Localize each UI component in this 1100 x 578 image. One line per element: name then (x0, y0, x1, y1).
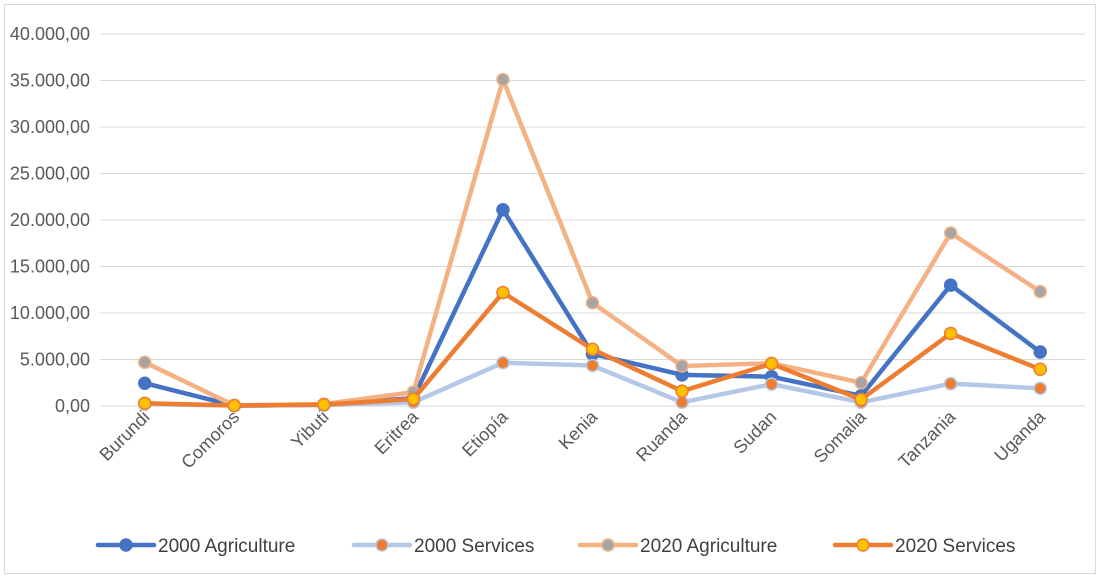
data-point (138, 376, 152, 390)
x-tick-label: Kenia (555, 406, 602, 453)
x-axis: Burundi Comoros Yibuti Eritrea Etiopía Kenia R… (96, 406, 1050, 472)
y-tick-label: 30.000,00 (10, 117, 90, 137)
y-tick-label: 5.000,00 (20, 350, 90, 370)
data-point (1033, 345, 1047, 359)
legend: 2000 Agriculture 2000 Services 2020 Agricu… (95, 536, 1015, 557)
legend-label: 2000 Agriculture (158, 536, 295, 557)
data-point (943, 376, 958, 391)
legend-label: 2020 Agriculture (640, 536, 777, 557)
x-tick-label: Burundi (96, 407, 154, 465)
y-axis: 0,00 5.000,00 10.000,00 15.000,00 20.000,00 2… (10, 24, 90, 416)
x-tick-label: Eritrea (371, 406, 423, 458)
legend-item: 2020 Services (832, 536, 1015, 557)
data-point (764, 377, 779, 391)
data-point (854, 376, 868, 390)
x-tick-label: Uganda (990, 406, 1049, 465)
x-tick-label: Somalia (810, 406, 871, 467)
legend-item: 2000 Agriculture (95, 536, 295, 557)
legend-swatch-marker (119, 538, 133, 552)
legend-item: 2000 Services (351, 536, 534, 557)
y-tick-label: 10.000,00 (10, 303, 90, 323)
x-tick-label: Ruanda (632, 406, 691, 465)
data-point (227, 398, 242, 413)
data-point (496, 285, 510, 300)
data-point (1033, 362, 1047, 377)
data-point (675, 384, 689, 398)
x-tick-label: Comoros (177, 407, 243, 473)
data-point (138, 396, 152, 410)
y-tick-label: 35.000,00 (10, 71, 90, 91)
data-point (854, 392, 868, 407)
series-3 (138, 285, 1047, 413)
legend-swatch-marker (856, 538, 870, 552)
data-point (764, 356, 779, 371)
data-point (943, 226, 958, 240)
y-tick-label: 15.000,00 (10, 257, 90, 277)
data-point (496, 356, 510, 370)
series-layer (138, 72, 1047, 413)
data-point (1033, 381, 1047, 396)
data-point (496, 203, 510, 217)
legend-swatch-marker (375, 538, 389, 552)
data-point (585, 296, 600, 310)
data-point (585, 342, 600, 357)
data-point (675, 359, 689, 373)
legend-item: 2020 Agriculture (577, 536, 777, 557)
legend-swatch-marker (601, 538, 615, 552)
data-point (138, 355, 152, 370)
y-tick-label: 40.000,00 (10, 24, 90, 44)
x-tick-label: Sudan (729, 407, 780, 458)
data-point (585, 358, 600, 373)
y-tick-label: 0,00 (55, 396, 90, 416)
legend-label: 2020 Services (895, 536, 1015, 557)
y-tick-label: 20.000,00 (10, 210, 90, 230)
y-tick-label: 25.000,00 (10, 164, 90, 184)
data-point (317, 397, 331, 412)
legend-label: 2000 Services (414, 536, 534, 557)
x-tick-label: Yibuti (287, 407, 333, 453)
data-point (675, 395, 689, 410)
x-tick-label: Etiopía (458, 406, 512, 460)
x-tick-label: Tanzania (894, 406, 960, 472)
data-point (943, 326, 958, 341)
data-point (496, 72, 510, 87)
data-point (406, 392, 421, 406)
data-point (1033, 284, 1047, 299)
data-point (943, 278, 958, 292)
